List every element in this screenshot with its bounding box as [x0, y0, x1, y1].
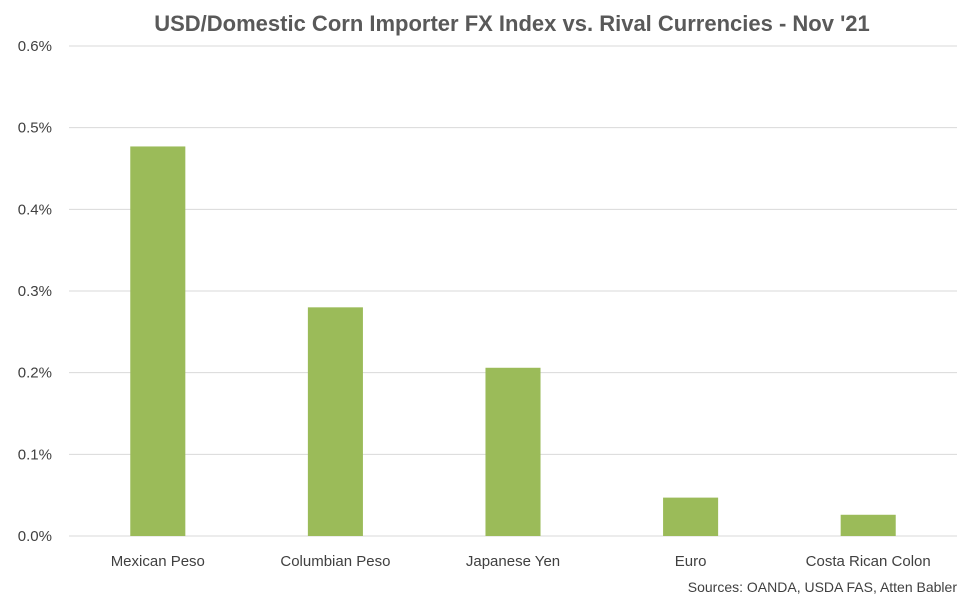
- x-axis-tick-labels: Mexican Peso Columbian Peso Japanese Yen Eu…: [111, 553, 931, 570]
- y-tick-label: 0.4%: [18, 201, 52, 218]
- x-tick-label: Euro: [675, 553, 707, 570]
- x-tick-label: Columbian Peso: [280, 553, 390, 570]
- y-tick-label: 0.0%: [18, 528, 52, 545]
- y-tick-label: 0.5%: [18, 120, 52, 137]
- bar-columbian-peso: [307, 307, 363, 536]
- bars: [130, 146, 896, 536]
- bar-euro: [663, 497, 719, 536]
- y-tick-label: 0.6%: [18, 38, 52, 55]
- y-tick-label: 0.1%: [18, 446, 52, 463]
- bar-japanese-yen: [485, 367, 541, 536]
- bar-mexican-peso: [130, 146, 186, 536]
- y-tick-label: 0.3%: [18, 283, 52, 300]
- y-tick-label: 0.2%: [18, 365, 52, 382]
- x-tick-label: Japanese Yen: [466, 553, 560, 570]
- x-tick-label: Mexican Peso: [111, 553, 205, 570]
- source-note: Sources: OANDA, USDA FAS, Atten Babler: [688, 579, 958, 595]
- chart-title: USD/Domestic Corn Importer FX Index vs. …: [154, 11, 870, 36]
- y-axis-tick-labels: 0.0% 0.1% 0.2% 0.3% 0.4% 0.5% 0.6%: [18, 38, 52, 545]
- x-tick-label: Costa Rican Colon: [806, 553, 931, 570]
- bar-costa-rican-colon: [840, 514, 896, 536]
